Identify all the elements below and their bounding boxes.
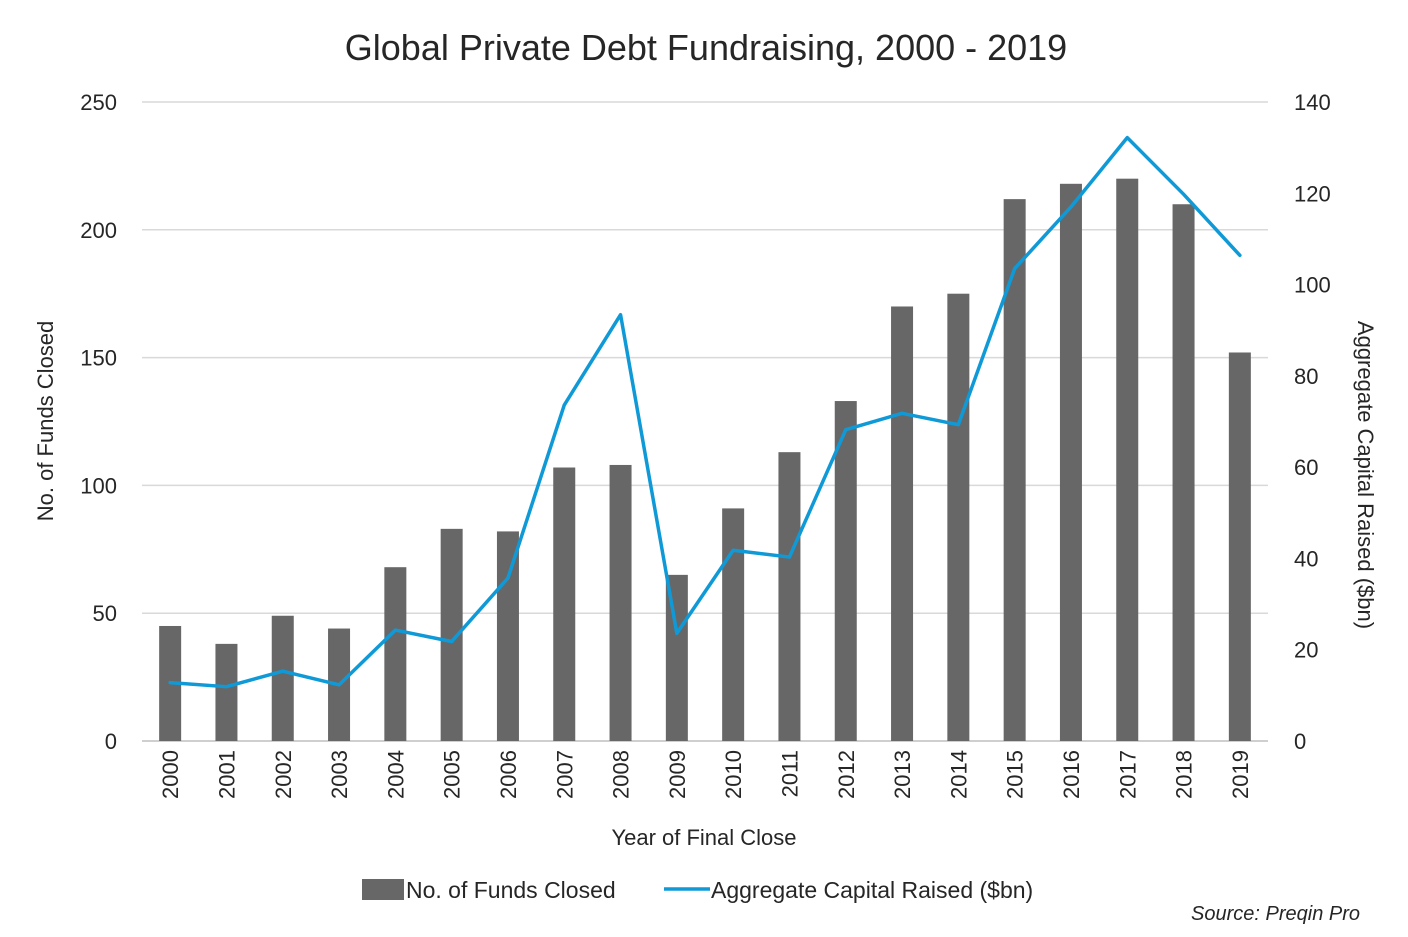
legend-label-line: Aggregate Capital Raised ($bn) <box>711 877 1033 903</box>
x-tick-label: 2010 <box>721 750 746 799</box>
y-right-tick-label: 0 <box>1294 729 1306 754</box>
legend-label-bars: No. of Funds Closed <box>406 877 616 903</box>
line-series <box>168 135 1242 689</box>
x-tick-label: 2005 <box>440 750 465 799</box>
y-right-tick-label: 140 <box>1294 90 1331 115</box>
bar-2002 <box>271 615 294 741</box>
x-tick-label: 2015 <box>1003 750 1028 799</box>
x-tick-label: 2009 <box>665 750 690 799</box>
y-right-tick-label: 20 <box>1294 638 1318 663</box>
bar-2018 <box>1172 204 1195 742</box>
legend: No. of Funds Closed Aggregate Capital Ra… <box>362 877 1033 903</box>
x-tick-label: 2012 <box>834 750 859 799</box>
x-tick-label: 2017 <box>1115 750 1140 799</box>
y-left-tick-label: 200 <box>80 218 117 243</box>
x-tick-label: 2011 <box>777 750 802 797</box>
legend-swatch-bars <box>362 879 404 900</box>
bar-2014 <box>947 293 970 741</box>
bar-2015 <box>1003 199 1026 742</box>
x-tick-label: 2014 <box>946 750 971 799</box>
x-tick-label: 2018 <box>1172 750 1197 799</box>
x-tick-label: 2000 <box>158 750 183 799</box>
bar-2010 <box>722 508 745 741</box>
x-tick-label: 2003 <box>327 750 352 799</box>
y-right-tick-label: 40 <box>1294 546 1318 571</box>
bar-2007 <box>553 467 576 741</box>
y-right-tick-label: 120 <box>1294 181 1331 206</box>
bar-series <box>159 178 1251 742</box>
bar-2012 <box>834 401 857 741</box>
x-tick-label: 2006 <box>496 750 521 799</box>
bar-2017 <box>1116 178 1139 741</box>
line-aggregate-capital <box>168 135 1242 689</box>
bar-2019 <box>1228 352 1251 741</box>
y-left-tick-label: 250 <box>80 90 117 115</box>
bar-2013 <box>891 306 914 741</box>
y-right-tick-label: 60 <box>1294 455 1318 480</box>
bar-2016 <box>1059 183 1082 742</box>
gridlines <box>142 101 1268 742</box>
bar-2011 <box>778 452 801 741</box>
x-tick-label: 2004 <box>383 750 408 799</box>
chart-title: Global Private Debt Fundraising, 2000 - … <box>345 27 1067 68</box>
y-axis-left-title: No. of Funds Closed <box>33 321 58 522</box>
y-axis-right-title: Aggregate Capital Raised ($bn) <box>1353 321 1378 629</box>
source-note: Source: Preqin Pro <box>1191 903 1360 925</box>
y-right-tick-label: 100 <box>1294 273 1331 298</box>
x-tick-label: 2013 <box>890 750 915 799</box>
y-left-tick-label: 100 <box>80 473 117 498</box>
bar-2001 <box>215 643 238 741</box>
x-tick-label: 2016 <box>1059 750 1084 799</box>
x-axis-title: Year of Final Close <box>611 825 796 850</box>
x-tick-label: 2008 <box>609 750 634 799</box>
bar-2004 <box>384 567 407 741</box>
y-right-tick-label: 80 <box>1294 364 1318 389</box>
bar-2009 <box>665 574 688 741</box>
y-left-tick-label: 0 <box>105 729 117 754</box>
axes: 0 50 100 150 200 250 0 20 40 60 80 100 120 140 2000 200… <box>80 90 1330 799</box>
x-tick-label: 2007 <box>552 750 577 799</box>
x-tick-label: 2002 <box>271 750 296 799</box>
bar-2005 <box>440 528 463 741</box>
x-tick-label: 2001 <box>214 750 239 799</box>
y-left-tick-label: 150 <box>80 346 117 371</box>
bar-2008 <box>609 464 632 741</box>
y-left-tick-label: 50 <box>93 601 117 626</box>
x-tick-label: 2019 <box>1228 750 1253 799</box>
bar-2006 <box>496 531 519 741</box>
